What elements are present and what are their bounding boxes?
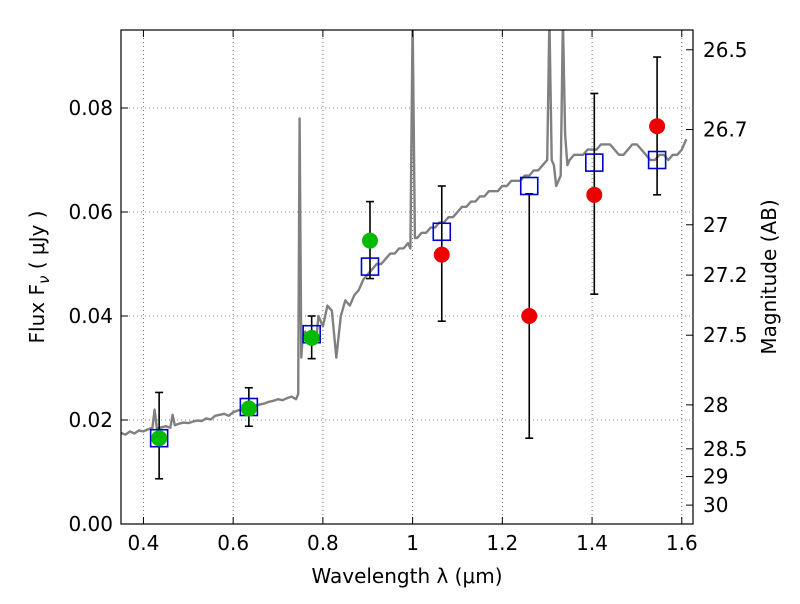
- right-tick-label: 30: [703, 493, 728, 517]
- y-axis-label: Flux Fν ( μJy ): [25, 211, 53, 344]
- right-tick-label: 29: [703, 465, 728, 489]
- x-tick-label: 1.6: [666, 531, 698, 555]
- y-tick-label: 0.02: [68, 408, 113, 432]
- y-tick-label: 0.06: [68, 200, 113, 224]
- y-axis-label-sub: ν: [35, 276, 53, 284]
- observed-point-red: [649, 118, 666, 135]
- plot-frame: [120, 29, 694, 525]
- x-axis-label: Wavelength λ (μm): [311, 564, 502, 588]
- right-tick-label: 26.7: [703, 118, 748, 142]
- model-point-box: [149, 428, 169, 448]
- grid: [121, 30, 693, 525]
- model-point-box: [585, 153, 604, 172]
- right-tick-label: 27.2: [703, 263, 748, 287]
- x-tick-label: 1.4: [576, 531, 608, 555]
- x-tick-label: 0.6: [217, 531, 249, 555]
- y-tick-label: 0.00: [68, 512, 113, 536]
- right-tick-label: 28.5: [703, 437, 748, 461]
- model-point-box: [360, 257, 380, 276]
- right-tick-label: 28: [703, 393, 728, 417]
- model-point-box: [519, 176, 539, 196]
- observed-point-red: [433, 246, 450, 263]
- tick-labels: 0.4 0.6 0.8 1 1.2 1.4 1.6 0.00 0.02 0.04 0.06 0.08 2…: [68, 38, 747, 555]
- x-tick-label: 0.4: [128, 531, 160, 555]
- right-tick-label: 26.5: [703, 38, 748, 62]
- y-tick-label: 0.08: [68, 96, 113, 120]
- x-tick-label: 0.8: [307, 531, 339, 555]
- observed-point-green: [240, 400, 257, 417]
- axis-ticks: [121, 30, 693, 525]
- y-tick-label: 0.04: [68, 304, 113, 328]
- observed-series: [151, 118, 666, 447]
- observed-point-green: [303, 329, 320, 346]
- right-tick-label: 27.5: [703, 323, 748, 347]
- spectrum-line: [121, 30, 688, 436]
- x-tick-label: 1.2: [486, 531, 518, 555]
- errorbar-series: [155, 56, 662, 480]
- observed-point-green: [151, 430, 168, 447]
- observed-point-red: [521, 308, 538, 324]
- right-axis-label: Magnitude (AB): [757, 199, 781, 354]
- model-point-box: [647, 150, 667, 170]
- spectrum-series: [121, 30, 688, 436]
- y-axis-label-main: Flux F: [25, 284, 49, 343]
- observed-point-red: [586, 186, 603, 203]
- x-tick-label: 1: [406, 531, 419, 555]
- y-axis-label-unit: ( μJy ): [25, 211, 49, 276]
- observed-point-green: [361, 232, 378, 249]
- right-tick-label: 27: [703, 213, 728, 237]
- model-point-box: [432, 222, 452, 242]
